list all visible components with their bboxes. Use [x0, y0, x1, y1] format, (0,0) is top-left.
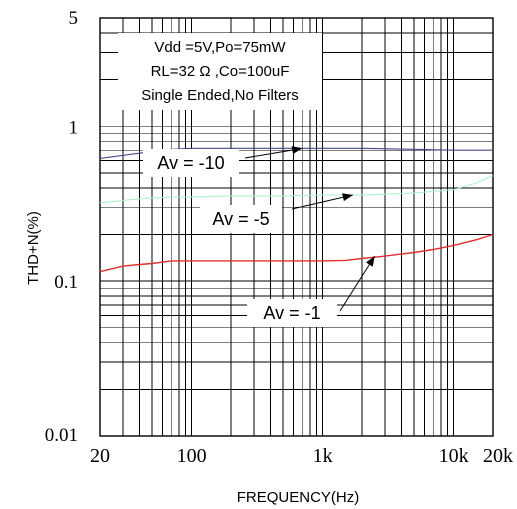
annotation-label-background	[200, 205, 282, 233]
conditions-line-2: RL=32 Ω ,Co=100uF	[151, 63, 290, 80]
x-tick-label: 20k	[483, 445, 513, 467]
annotation-arrow-line	[291, 194, 353, 210]
x-tick-label: 1k	[313, 445, 333, 467]
tick-labels: 20 100 1k 10k 20k 0.01 0.1 1 5	[45, 8, 513, 467]
plot-border	[99, 17, 494, 437]
y-tick-label: 0.1	[54, 272, 78, 293]
x-axis-label: FREQUENCY(Hz)	[237, 489, 360, 506]
annotation-label-background	[143, 149, 239, 177]
conditions-line-1: Vdd =5V,Po=75mW	[154, 39, 286, 56]
conditions-line-3: Single Ended,No Filters	[141, 87, 299, 104]
y-tick-label: 1	[69, 117, 79, 138]
x-tick-label: 20	[90, 445, 110, 467]
annotation-arrowhead	[366, 256, 375, 267]
series-line-3	[99, 233, 494, 273]
x-tick-label: 10k	[439, 445, 469, 467]
x-tick-label: 100	[177, 445, 207, 467]
annotation-arrow-line	[339, 255, 376, 312]
y-axis-label: THD+N(%)	[25, 211, 42, 285]
annotation-arrowhead	[291, 146, 303, 154]
annotations: Av = -10 Av = -5 Av = -1	[143, 146, 376, 327]
conditions-box: Vdd =5V,Po=75mW RL=32 Ω ,Co=100uF Single…	[118, 33, 322, 110]
y-tick-label: 5	[69, 8, 79, 29]
annotation-label-background	[247, 299, 337, 327]
y-tick-label: 0.01	[45, 425, 78, 446]
conditions-box-background	[118, 33, 322, 110]
annotation-arrowhead	[342, 193, 353, 202]
annotation-label: Av = -1	[263, 303, 320, 323]
series-line-2	[99, 175, 494, 204]
annotation-label: Av = -10	[157, 153, 224, 173]
annotation-label: Av = -5	[212, 209, 269, 229]
